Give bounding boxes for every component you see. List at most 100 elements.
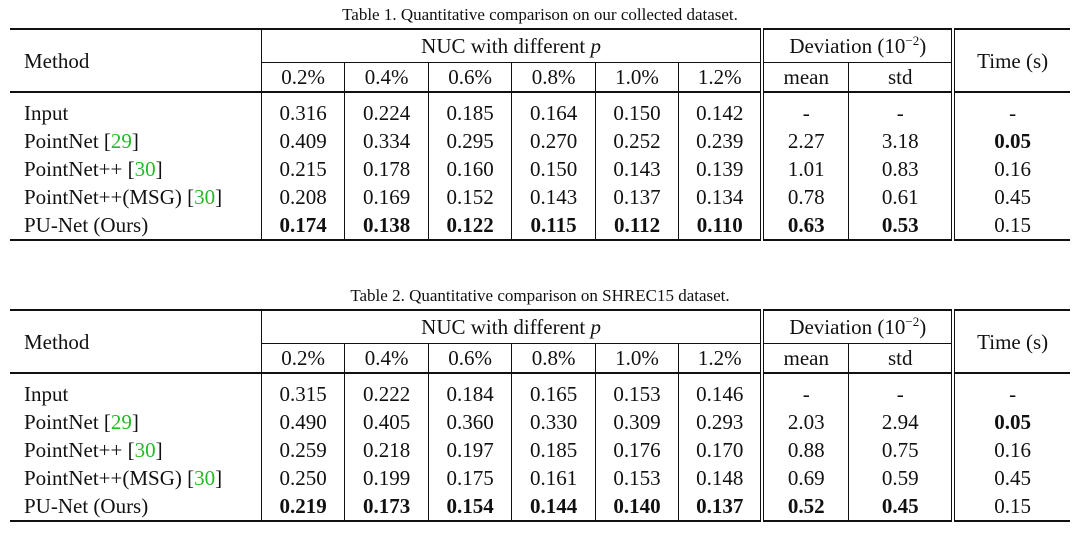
nuc-value: 0.175 [427, 464, 512, 492]
method-name: PointNet++(MSG) [24, 466, 188, 490]
method-name: PointNet [24, 410, 104, 434]
citation-link[interactable]: 30 [194, 185, 216, 209]
nuc-value: 0.143 [594, 155, 679, 183]
table-row: Input 0.316 0.224 0.185 0.164 0.150 0.142- - - [10, 91, 1070, 127]
deviation-mean-value: 0.78 [760, 183, 849, 211]
nuc-value: 0.160 [427, 155, 512, 183]
nuc-value: 0.174 [260, 211, 345, 241]
method-name: PU-Net (Ours) [24, 213, 149, 237]
nuc-value: 0.154 [427, 492, 512, 522]
deviation-std-value: 2.94 [848, 408, 954, 436]
citation-link[interactable]: 30 [194, 466, 216, 490]
nuc-value: 0.176 [594, 436, 679, 464]
deviation-header-close: ) [919, 34, 927, 58]
deviation-mean-value: 2.27 [760, 127, 849, 155]
deviation-std-value: - [848, 372, 954, 408]
method-cell: PointNet++ [30] [24, 438, 163, 462]
time-header: Time (s) [951, 28, 1070, 92]
table-row: PointNet [29] 0.490 0.405 0.360 0.330 0.309 0.… [10, 408, 1070, 436]
time-value: 0.16 [951, 155, 1070, 183]
nuc-value: 0.143 [511, 183, 596, 211]
nuc-value: 0.270 [511, 127, 596, 155]
nuc-value: 0.250 [260, 464, 345, 492]
nuc-value: 0.137 [678, 492, 763, 522]
deviation-mean-value: 0.52 [760, 492, 849, 522]
method-cell: PointNet [29] [24, 410, 139, 434]
nuc-header: NUC with different p [260, 309, 763, 344]
deviation-exponent: −2 [905, 33, 920, 48]
deviation-mean-value: - [760, 372, 849, 408]
deviation-exponent: −2 [905, 314, 920, 329]
deviation-header-text: Deviation (10 [789, 315, 906, 339]
header-row-1: Method NUC with different p Deviation (10−… [10, 309, 1070, 373]
nuc-value: 0.150 [594, 91, 679, 127]
time-value: 0.16 [951, 436, 1070, 464]
nuc-value: 0.197 [427, 436, 512, 464]
deviation-std-value: 0.61 [848, 183, 954, 211]
table-row: PointNet++ [30] 0.215 0.178 0.160 0.150 0.143… [10, 155, 1070, 183]
nuc-value: 0.165 [511, 372, 596, 408]
nuc-value: 0.110 [678, 211, 763, 241]
nuc-header-variable: p [590, 34, 602, 58]
citation-link[interactable]: 30 [134, 157, 156, 181]
nuc-value: 0.142 [678, 91, 763, 127]
method-name: Input [24, 101, 69, 125]
results-table: Method NUC with different p Deviation (10−… [10, 309, 1070, 522]
method-name: PointNet [24, 129, 104, 153]
nuc-value: 0.153 [594, 372, 679, 408]
method-name: Input [24, 382, 69, 406]
nuc-value: 0.184 [427, 372, 512, 408]
percent-header: 0.2% [260, 62, 345, 92]
nuc-value: 0.164 [511, 91, 596, 127]
nuc-value: 0.215 [260, 155, 345, 183]
time-value: 0.45 [951, 183, 1070, 211]
percent-header: 0.8% [511, 62, 596, 92]
nuc-value: 0.199 [344, 464, 429, 492]
table-row: PU-Net (Ours) 0.219 0.173 0.154 0.144 0.140 0.… [10, 492, 1070, 522]
deviation-mean-value: 1.01 [760, 155, 849, 183]
header-row-2: 0.2% 0.4% 0.6% 0.8% 1.0% 1.2% mean std [10, 343, 1070, 373]
table-row: PU-Net (Ours) 0.174 0.138 0.122 0.115 0.112 0.… [10, 211, 1070, 241]
method-cell: PU-Net (Ours) [10, 492, 262, 522]
nuc-value: 0.208 [260, 183, 345, 211]
table-body: Input 0.316 0.224 0.185 0.164 0.150 0.142- - - Po… [10, 91, 1070, 241]
table-row: PointNet++(MSG) [30] 0.208 0.169 0.152 0.143… [10, 183, 1070, 211]
deviation-std-value: 0.45 [848, 492, 954, 522]
table-caption: Table 2. Quantitative comparison on SHRE… [350, 286, 730, 305]
nuc-header: NUC with different p [260, 28, 763, 63]
table-row: Input 0.315 0.222 0.184 0.165 0.153 0.146- - - [10, 372, 1070, 408]
percent-header: 0.4% [344, 62, 429, 92]
deviation-std-value: 0.83 [848, 155, 954, 183]
citation-link[interactable]: 29 [110, 410, 132, 434]
deviation-mean-value: 2.03 [760, 408, 849, 436]
nuc-header-text: NUC with different [421, 34, 591, 58]
nuc-value: 0.405 [344, 408, 429, 436]
time-value: - [951, 372, 1070, 408]
deviation-header-text: Deviation (10 [789, 34, 906, 58]
nuc-value: 0.315 [260, 372, 345, 408]
nuc-value: 0.178 [344, 155, 429, 183]
citation-link[interactable]: 29 [110, 129, 132, 153]
nuc-value: 0.144 [511, 492, 596, 522]
citation-link[interactable]: 30 [134, 438, 156, 462]
std-header: std [848, 62, 954, 92]
table-1-block: Table 1. Quantitative comparison on our … [10, 2, 1070, 241]
deviation-std-value: 0.75 [848, 436, 954, 464]
nuc-value: 0.137 [594, 183, 679, 211]
method-name: PU-Net (Ours) [24, 494, 149, 518]
time-value: 0.05 [951, 408, 1070, 436]
nuc-value: 0.173 [344, 492, 429, 522]
nuc-value: 0.150 [511, 155, 596, 183]
mean-header: mean [760, 343, 849, 373]
method-cell: PointNet++ [30] [24, 157, 163, 181]
method-header: Method [10, 309, 262, 373]
method-cell: PointNet++(MSG) [30] [24, 466, 223, 490]
table-row: PointNet++(MSG) [30] 0.250 0.199 0.175 0.161… [10, 464, 1070, 492]
nuc-value: 0.490 [260, 408, 345, 436]
nuc-value: 0.334 [344, 127, 429, 155]
nuc-value: 0.140 [594, 492, 679, 522]
header-row-1: Method NUC with different p Deviation (10−… [10, 28, 1070, 92]
time-header: Time (s) [951, 309, 1070, 373]
deviation-header: Deviation (10−2) [760, 309, 954, 344]
nuc-value: 0.138 [344, 211, 429, 241]
